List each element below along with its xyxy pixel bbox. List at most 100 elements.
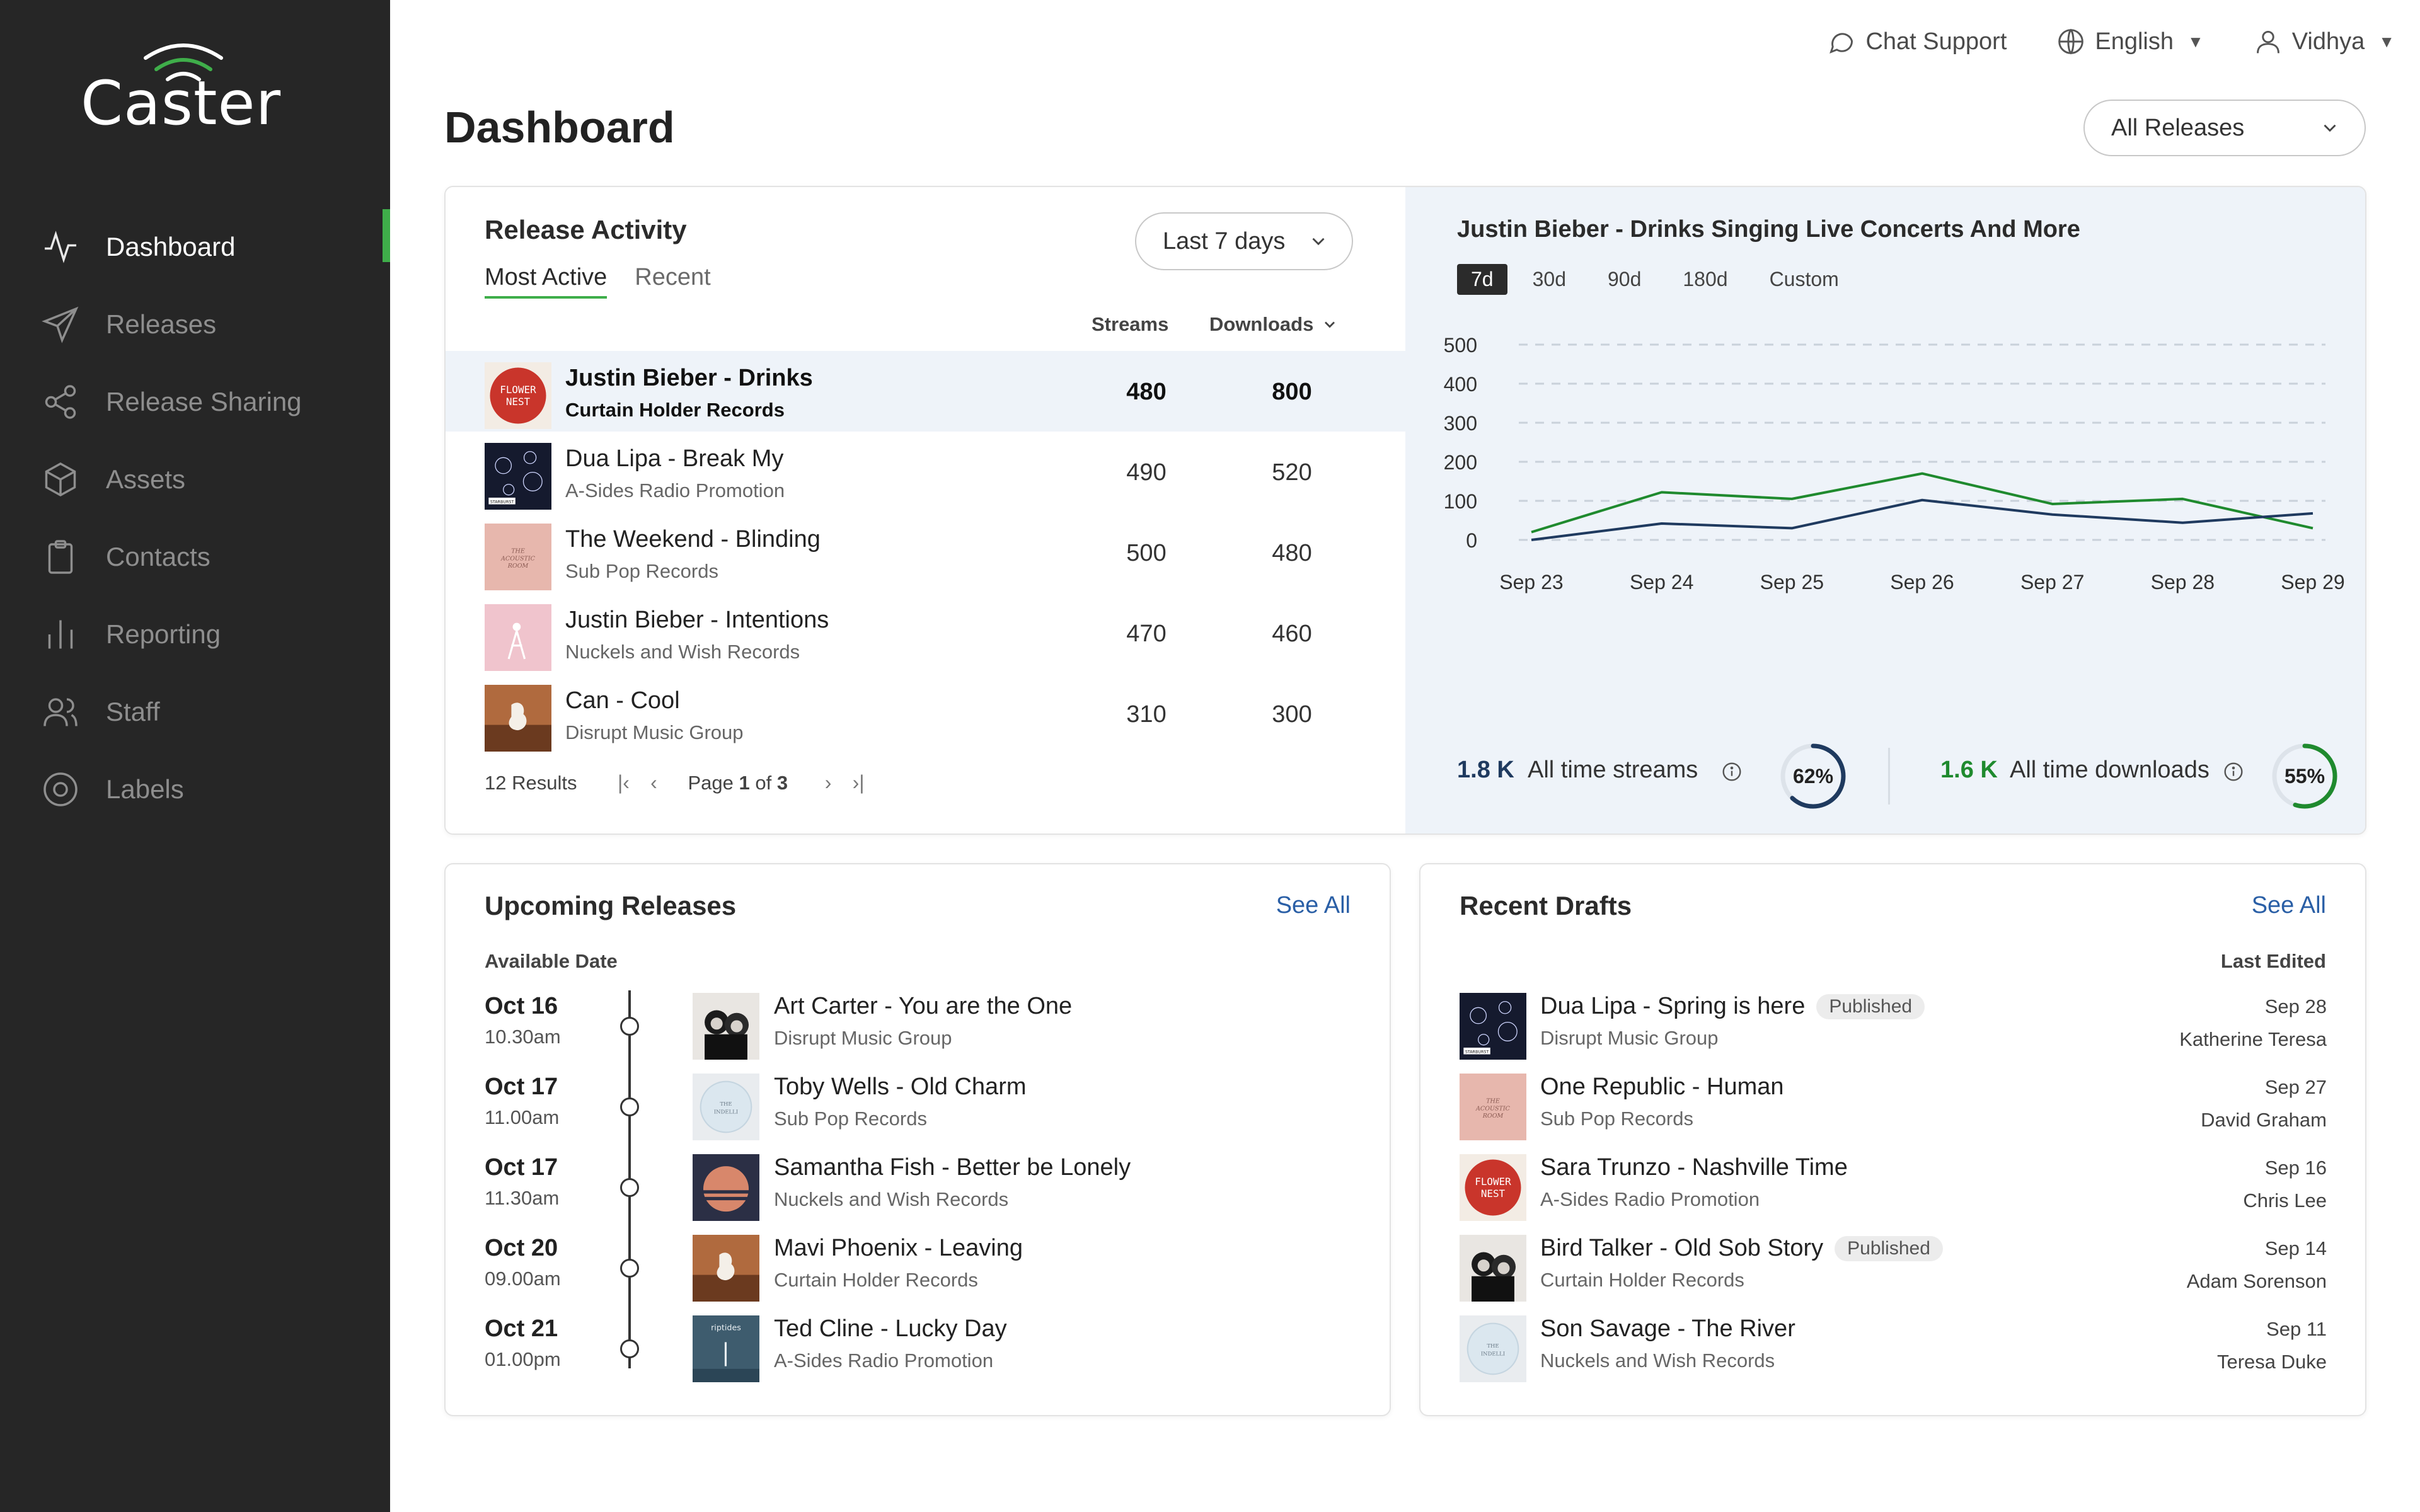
list-item[interactable]: STARBURST Dua Lipa - Spring is here Publ… [1420, 993, 2366, 1074]
album-cover: STARBURST [1460, 993, 1526, 1060]
release-activity-card: Release Activity Last 7 days Most Active… [444, 186, 2366, 835]
chat-support-link[interactable]: Chat Support [1828, 28, 2007, 55]
album-cover: FLOWER NEST [485, 362, 551, 429]
table-row[interactable]: Justin Bieber - Intentions Nuckels and W… [446, 593, 1405, 673]
y-tick-label: 200 [1444, 451, 1477, 474]
draft-label: Disrupt Music Group [1540, 1027, 1719, 1049]
last-edited-date: Sep 27 [2264, 1076, 2327, 1098]
list-item[interactable]: Bird Talker - Old Sob Story Published Cu… [1420, 1235, 2366, 1315]
column-header-streams[interactable]: Streams [1092, 313, 1169, 335]
album-cover [485, 685, 551, 752]
release-activity-panel: Release Activity Last 7 days Most Active… [446, 187, 1405, 833]
first-page-icon[interactable]: |‹ [617, 771, 630, 794]
table-row[interactable]: FLOWER NEST Justin Bieber - Drinks Curtai… [446, 351, 1405, 432]
chevron-down-icon [1312, 238, 1325, 246]
draft-label: Curtain Holder Records [1540, 1269, 1744, 1291]
signal-arcs-icon [144, 43, 223, 81]
sidebar-item-label: Assets [106, 464, 186, 494]
release-title: Justin Bieber - Drinks [565, 365, 813, 391]
release-label: Curtain Holder Records [565, 399, 785, 421]
info-icon[interactable] [1722, 762, 1742, 782]
sidebar-item-assets[interactable]: Assets [0, 440, 390, 518]
release-date: Oct 17 [485, 1074, 558, 1100]
draft-title-group: Sara Trunzo - Nashville Time [1540, 1154, 1848, 1181]
chevron-down-icon [2324, 124, 2336, 132]
streams-value: 470 [1126, 621, 1167, 647]
album-cover: THE INDELLI [1460, 1315, 1526, 1382]
release-filter-select[interactable]: All Releases [2083, 100, 2366, 156]
last-page-icon[interactable]: ›| [852, 771, 865, 794]
range-tab-custom[interactable]: Custom [1769, 268, 1839, 290]
range-tabs: 7d 30d 90d 180d Custom [1457, 264, 1864, 295]
period-select[interactable]: Last 7 days [1135, 212, 1353, 270]
language-select[interactable]: English ▼ [2057, 28, 2204, 55]
draft-title-group: Dua Lipa - Spring is here Published [1540, 993, 1925, 1020]
chat-bubble-icon [1829, 33, 1853, 54]
list-item[interactable]: Oct 21 01.00pm riptides Ted Cline - Luck… [446, 1315, 1391, 1396]
next-page-icon[interactable]: › [824, 771, 832, 794]
sidebar-item-labels[interactable]: Labels [0, 750, 390, 828]
sidebar-item-dashboard[interactable]: Dashboard [0, 208, 390, 285]
last-edited-header: Last Edited [2220, 950, 2326, 972]
user-menu[interactable]: Vidhya ▼ [2254, 28, 2395, 55]
draft-title: One Republic - Human [1540, 1074, 1784, 1100]
list-item[interactable]: Oct 20 09.00am Mavi Phoenix - Leaving Cu… [446, 1235, 1391, 1315]
sidebar-item-contacts[interactable]: Contacts [0, 518, 390, 595]
list-item[interactable]: THE INDELLI Son Savage - The River Nuckel… [1420, 1315, 2366, 1396]
sidebar-item-release-sharing[interactable]: Release Sharing [0, 363, 390, 440]
sidebar-item-staff[interactable]: Staff [0, 673, 390, 750]
list-item[interactable]: FLOWER NEST Sara Trunzo - Nashville Time … [1420, 1154, 2366, 1235]
table-row[interactable]: STARBURST Dua Lipa - Break My A-Sides Ra… [446, 432, 1405, 512]
streams-percent-donut: 62% [1778, 742, 1848, 811]
range-tab-90d[interactable]: 90d [1607, 268, 1642, 290]
range-tab-30d[interactable]: 30d [1532, 268, 1566, 290]
x-tick-label: Sep 28 [2151, 571, 2215, 593]
sidebar-nav: Dashboard Releases Release Sharing Asset… [0, 208, 390, 828]
prev-page-icon[interactable]: ‹ [650, 771, 657, 794]
release-time: 10.30am [485, 1026, 561, 1048]
album-cover [693, 1235, 759, 1302]
chart-stats: 1.8 K All time streams 62% 1.6 K All tim… [1457, 742, 2339, 817]
tab-recent[interactable]: Recent [635, 264, 711, 290]
globe-icon [2058, 28, 2084, 55]
list-item[interactable]: Oct 16 10.30am Art Carter - You are the … [446, 993, 1391, 1074]
caster-logo[interactable]: Caster [81, 38, 280, 139]
box-icon [42, 461, 79, 498]
language-label: English [2095, 28, 2174, 55]
recent-drafts-title: Recent Drafts [1460, 891, 1632, 920]
upcoming-see-all-link[interactable]: See All [1276, 892, 1351, 919]
list-item[interactable]: Oct 17 11.00am THE INDELLI Toby Wells - O… [446, 1074, 1391, 1154]
tab-most-active[interactable]: Most Active [485, 264, 608, 299]
sidebar-item-releases[interactable]: Releases [0, 285, 390, 363]
release-label: Nuckels and Wish Records [565, 641, 800, 663]
svg-text:riptides: riptides [711, 1322, 741, 1332]
column-header-downloads[interactable]: Downloads [1209, 313, 1339, 336]
downloads-value: 300 [1272, 701, 1312, 728]
release-date: Oct 21 [485, 1315, 558, 1342]
release-filter-value: All Releases [2111, 114, 2245, 141]
draft-title-group: Son Savage - The River [1540, 1315, 1795, 1343]
series-line-1 [1531, 498, 2313, 541]
range-tab-180d[interactable]: 180d [1683, 268, 1728, 290]
release-title: Art Carter - You are the One [774, 993, 1073, 1019]
page-current: 1 [739, 771, 750, 794]
streams-value: 490 [1126, 459, 1167, 486]
release-activity-tabs: Most Active Recent [485, 264, 711, 299]
svg-text:THE: THE [720, 1101, 732, 1107]
list-item[interactable]: THE ACOUSTIC ROOM One Republic - Human Sub… [1420, 1074, 2366, 1154]
drafts-see-all-link[interactable]: See All [2251, 892, 2326, 919]
chat-support-label: Chat Support [1865, 28, 2007, 55]
upcoming-releases-title: Upcoming Releases [485, 891, 737, 920]
downloads-percent-donut: 55% [2270, 742, 2339, 811]
range-tab-7d[interactable]: 7d [1457, 264, 1507, 295]
series-line-0 [1531, 472, 2313, 534]
list-item[interactable]: Oct 17 11.30am Samantha Fish - Better be… [446, 1154, 1391, 1235]
upcoming-releases-card: Upcoming Releases See All Available Date… [444, 863, 1391, 1416]
sidebar-item-reporting[interactable]: Reporting [0, 595, 390, 673]
info-icon[interactable] [2223, 762, 2244, 782]
table-row[interactable]: THE ACOUSTIC ROOM The Weekend - Blinding S… [446, 512, 1405, 593]
release-date: Oct 17 [485, 1154, 558, 1181]
svg-text:INDELLI: INDELLI [1481, 1351, 1505, 1357]
table-row[interactable]: Can - Cool Disrupt Music Group 310 300 [446, 673, 1405, 754]
album-cover: THE ACOUSTIC ROOM [1460, 1074, 1526, 1140]
